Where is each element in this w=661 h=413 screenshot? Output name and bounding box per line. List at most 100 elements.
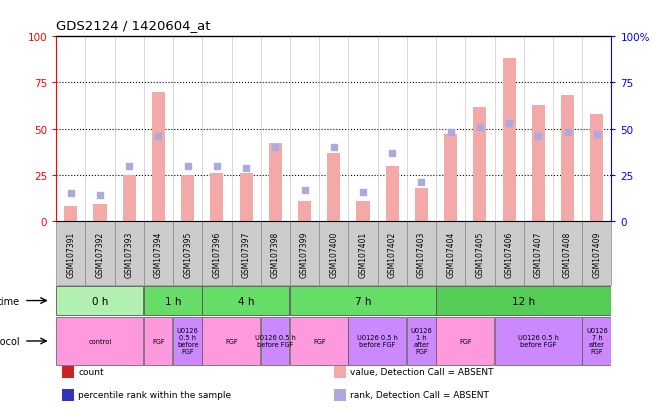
Text: time: time xyxy=(0,296,20,306)
Text: GSM107392: GSM107392 xyxy=(96,231,104,277)
Bar xyxy=(334,389,346,401)
Bar xyxy=(61,366,74,378)
Bar xyxy=(348,222,377,285)
Bar xyxy=(269,144,282,222)
Text: 4 h: 4 h xyxy=(238,296,254,306)
Bar xyxy=(231,222,260,285)
Bar xyxy=(144,318,173,365)
Text: GSM107406: GSM107406 xyxy=(504,231,514,278)
Text: U0126 0.5 h
before FGF: U0126 0.5 h before FGF xyxy=(255,335,295,348)
Bar xyxy=(64,207,77,222)
Text: control: control xyxy=(89,338,112,344)
Bar xyxy=(239,173,253,222)
Bar xyxy=(524,222,553,285)
Bar xyxy=(377,222,407,285)
Bar xyxy=(290,286,436,316)
Bar xyxy=(334,366,346,378)
Text: U0126
7 h
after
FGF: U0126 7 h after FGF xyxy=(586,328,607,355)
Text: U0126 0.5 h
before FGF: U0126 0.5 h before FGF xyxy=(518,335,559,348)
Text: FGF: FGF xyxy=(152,338,165,344)
Text: 12 h: 12 h xyxy=(512,296,535,306)
Bar xyxy=(260,222,290,285)
Bar xyxy=(61,389,74,401)
Text: GSM107405: GSM107405 xyxy=(475,231,485,278)
Text: GSM107408: GSM107408 xyxy=(563,231,572,277)
Bar xyxy=(210,173,223,222)
Text: 0 h: 0 h xyxy=(92,296,108,306)
Text: GSM107391: GSM107391 xyxy=(66,231,75,277)
Text: rank, Detection Call = ABSENT: rank, Detection Call = ABSENT xyxy=(350,391,489,399)
Bar xyxy=(260,318,290,365)
Text: FGF: FGF xyxy=(459,338,471,344)
Bar xyxy=(494,222,524,285)
Bar xyxy=(319,222,348,285)
Text: GSM107395: GSM107395 xyxy=(183,231,192,278)
Bar xyxy=(385,166,399,222)
Text: GSM107394: GSM107394 xyxy=(154,231,163,278)
Bar xyxy=(93,205,106,222)
Bar xyxy=(152,93,165,222)
Text: GSM107400: GSM107400 xyxy=(329,231,338,278)
Text: U0126
0.5 h
before
FGF: U0126 0.5 h before FGF xyxy=(176,328,198,355)
Bar xyxy=(181,176,194,222)
Bar xyxy=(202,318,260,365)
Text: FGF: FGF xyxy=(313,338,325,344)
Bar xyxy=(590,115,603,222)
Bar xyxy=(327,153,340,222)
Text: GSM107396: GSM107396 xyxy=(212,231,221,278)
Bar xyxy=(290,318,348,365)
Bar xyxy=(532,105,545,222)
Bar xyxy=(561,96,574,222)
Bar xyxy=(465,222,494,285)
Bar xyxy=(56,222,85,285)
Text: GSM107399: GSM107399 xyxy=(300,231,309,278)
Bar xyxy=(436,222,465,285)
Text: GSM107402: GSM107402 xyxy=(388,231,397,277)
Text: 1 h: 1 h xyxy=(165,296,181,306)
Bar xyxy=(56,286,143,316)
Bar xyxy=(348,318,407,365)
Text: GDS2124 / 1420604_at: GDS2124 / 1420604_at xyxy=(56,19,211,32)
Bar xyxy=(298,201,311,222)
Text: FGF: FGF xyxy=(225,338,238,344)
Bar xyxy=(144,222,173,285)
Bar xyxy=(356,201,369,222)
Bar xyxy=(202,222,231,285)
Bar xyxy=(173,222,202,285)
Bar xyxy=(494,318,582,365)
Bar xyxy=(582,318,611,365)
Text: GSM107409: GSM107409 xyxy=(592,231,602,278)
Bar xyxy=(502,59,516,222)
Bar xyxy=(85,222,114,285)
Text: GSM107403: GSM107403 xyxy=(417,231,426,278)
Text: GSM107404: GSM107404 xyxy=(446,231,455,278)
Bar xyxy=(553,222,582,285)
Bar xyxy=(407,222,436,285)
Bar xyxy=(444,135,457,222)
Bar xyxy=(144,286,202,316)
Text: GSM107401: GSM107401 xyxy=(358,231,368,277)
Bar xyxy=(436,286,611,316)
Bar xyxy=(202,286,290,316)
Bar xyxy=(114,222,144,285)
Bar xyxy=(123,176,136,222)
Text: GSM107397: GSM107397 xyxy=(242,231,251,278)
Bar xyxy=(56,318,143,365)
Text: GSM107393: GSM107393 xyxy=(125,231,134,278)
Text: protocol: protocol xyxy=(0,336,20,346)
Bar xyxy=(407,318,436,365)
Bar xyxy=(290,222,319,285)
Text: U0126
1 h
after
FGF: U0126 1 h after FGF xyxy=(410,328,432,355)
Bar xyxy=(415,188,428,222)
Text: percentile rank within the sample: percentile rank within the sample xyxy=(79,391,231,399)
Text: GSM107398: GSM107398 xyxy=(271,231,280,277)
Text: value, Detection Call = ABSENT: value, Detection Call = ABSENT xyxy=(350,367,494,376)
Text: 7 h: 7 h xyxy=(355,296,371,306)
Text: count: count xyxy=(79,367,104,376)
Bar xyxy=(473,107,486,222)
Bar xyxy=(173,318,202,365)
Bar xyxy=(436,318,494,365)
Text: U0126 0.5 h
before FGF: U0126 0.5 h before FGF xyxy=(357,335,398,348)
Bar xyxy=(582,222,611,285)
Text: GSM107407: GSM107407 xyxy=(534,231,543,278)
